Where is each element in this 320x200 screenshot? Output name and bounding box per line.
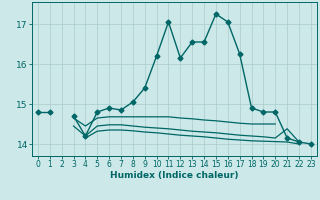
X-axis label: Humidex (Indice chaleur): Humidex (Indice chaleur) <box>110 171 239 180</box>
